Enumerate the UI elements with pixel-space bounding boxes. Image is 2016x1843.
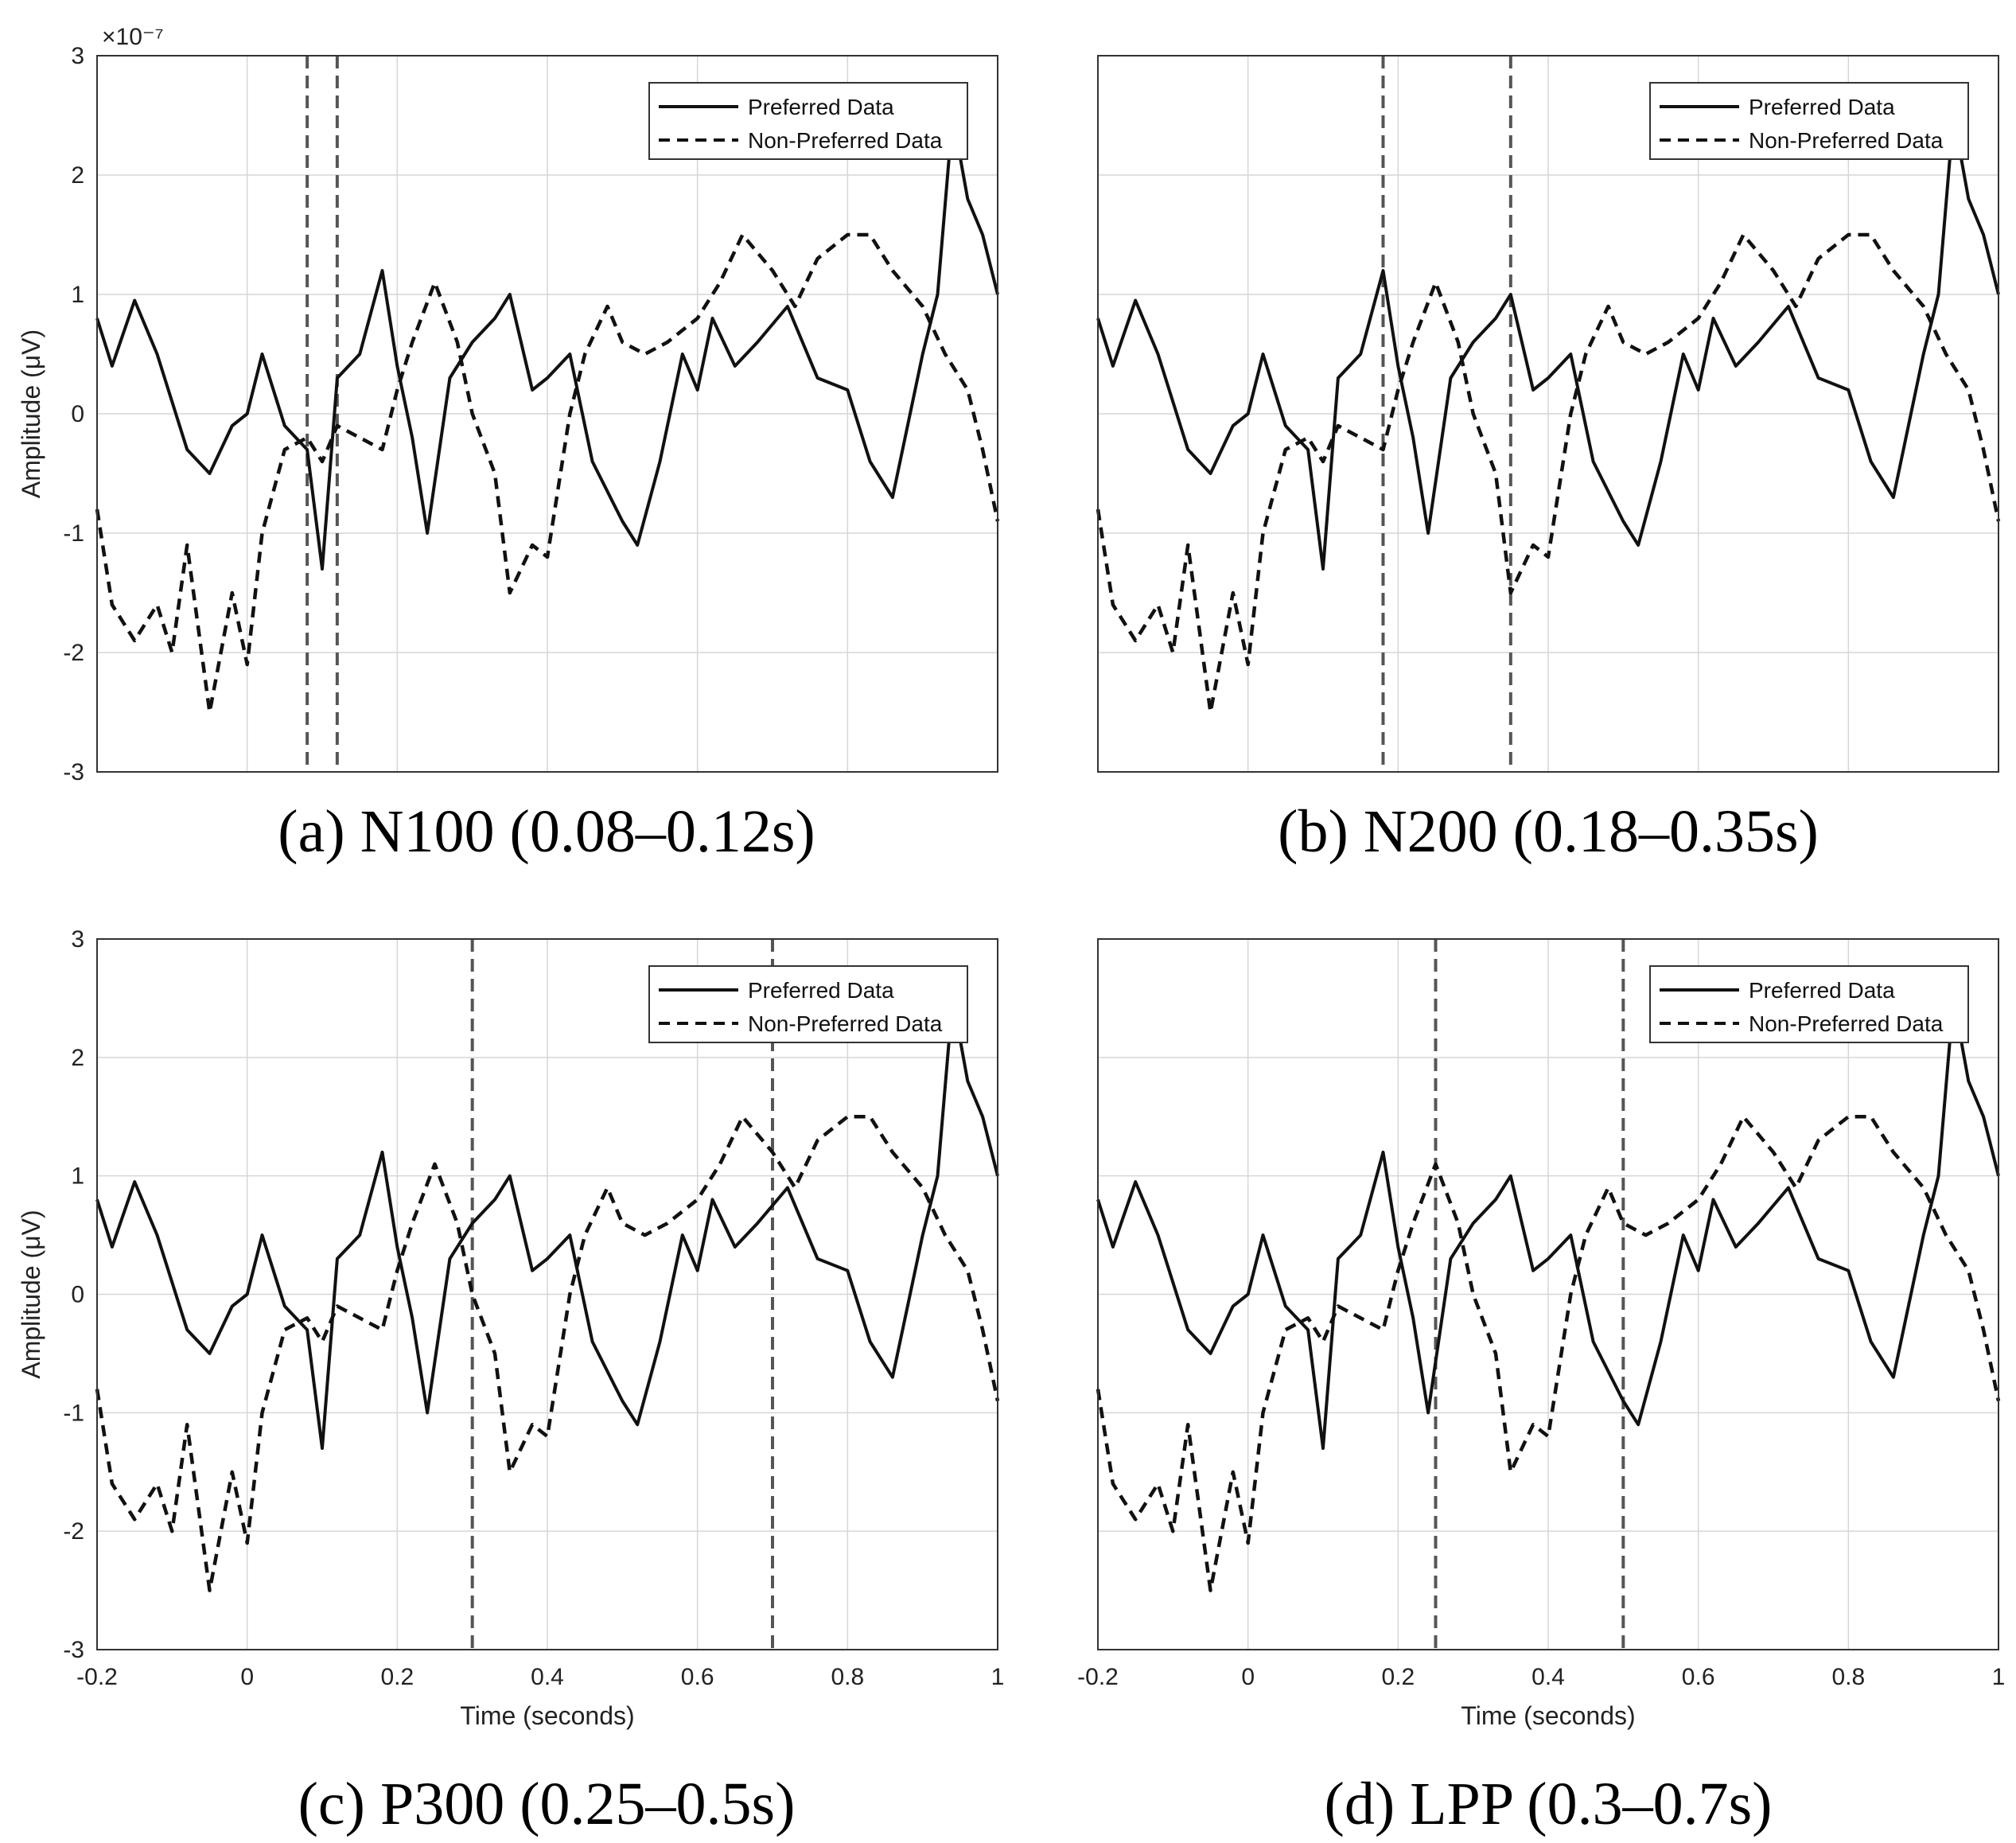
panel-4: -0.2 0 0.2 0.4 0.6 0.8 1 Time (seconds) Preferre…: [1077, 938, 2006, 1730]
legend-box: [1649, 965, 1969, 1043]
legend-entry: Non-Preferred Data: [1749, 128, 1944, 153]
plot-frame: [1097, 938, 1999, 1650]
panel-2: Preferred Data Non-Preferred Data: [1096, 55, 2001, 773]
panel-caption: (a) N100 (0.08–0.12s): [278, 798, 815, 865]
y-tick-label: -2: [63, 640, 84, 666]
y-tick-label: 3: [71, 43, 84, 69]
plot-frame: [1097, 55, 1999, 773]
y-exponent-label: ×10⁻⁷: [102, 24, 164, 50]
y-tick-label: -2: [63, 1518, 84, 1545]
y-axis-label: Amplitude (μV): [17, 329, 45, 498]
panel-caption: (b) N200 (0.18–0.35s): [1278, 798, 1819, 865]
legend-box: [1649, 82, 1969, 160]
panel-3: 3 2 1 0 -1 -2 -3-0.2 0 0.2 0.4 0.6 0.8 1 Amplitude (μ…: [17, 926, 1004, 1730]
legend-box: [648, 965, 968, 1043]
y-tick-label: 2: [71, 1045, 84, 1071]
series-preferred-line: [1096, 996, 2000, 1450]
x-tick-label: 0.2: [1381, 1664, 1415, 1690]
plot-frame: [96, 938, 998, 1650]
y-tick-label: 3: [71, 926, 84, 953]
x-tick-label: 0.2: [380, 1664, 414, 1690]
x-tick-label: -0.2: [1077, 1664, 1119, 1690]
x-tick-label: 0: [240, 1664, 254, 1690]
y-tick-label: 1: [71, 1163, 84, 1190]
legend-entry: Preferred Data: [1749, 95, 1895, 119]
y-axis-label: Amplitude (μV): [17, 1210, 45, 1378]
y-tick-label: 1: [71, 282, 84, 308]
legend: Preferred Data Non-Preferred Data: [648, 82, 968, 160]
y-tick-label: 0: [71, 401, 84, 427]
x-tick-label: 0: [1241, 1664, 1255, 1690]
x-tick-label: -0.2: [76, 1664, 118, 1690]
plot-frame: [96, 55, 998, 773]
legend-entry: Non-Preferred Data: [748, 128, 943, 153]
x-tick-label: 1: [991, 1664, 1005, 1690]
x-tick-label: 1: [1992, 1664, 2006, 1690]
y-tick-label: -3: [63, 1637, 84, 1663]
series-non-preferred-line: [1096, 232, 2001, 715]
legend-entry: Non-Preferred Data: [1749, 1011, 1944, 1036]
legend-box: [648, 82, 968, 160]
legend-entry: Non-Preferred Data: [748, 1011, 943, 1036]
y-tick-label: 2: [71, 162, 84, 189]
x-tick-label: 0.8: [1831, 1664, 1865, 1690]
x-tick-label: 0.4: [1531, 1664, 1565, 1690]
y-tick-label: -3: [63, 759, 84, 785]
series-preferred-line: [1096, 114, 2000, 571]
series-non-preferred-line: [1096, 1115, 2001, 1592]
x-axis-label: Time (seconds): [460, 1701, 634, 1730]
y-tick-label: 0: [71, 1282, 84, 1308]
legend-entry: Preferred Data: [748, 978, 894, 1003]
panel-1: 3 2 1 0 -1 -2 -3 ×10⁻⁷ Amplitude (μV) Preferred D…: [17, 24, 1000, 785]
x-tick-label: 0.6: [681, 1664, 714, 1690]
legend-entry: Preferred Data: [748, 95, 894, 119]
legend: Preferred Data Non-Preferred Data: [1649, 82, 1969, 160]
x-tick-label: 0.8: [831, 1664, 864, 1690]
y-tick-label: -1: [63, 520, 84, 547]
series-preferred-line: [95, 996, 999, 1450]
series-non-preferred-line: [95, 232, 1000, 715]
series-preferred-line: [95, 114, 999, 571]
panel-caption: (c) P300 (0.25–0.5s): [298, 1771, 796, 1837]
panel-caption: (d) LPP (0.3–0.7s): [1325, 1771, 1773, 1837]
series-non-preferred-line: [95, 1115, 1000, 1592]
legend-entry: Preferred Data: [1749, 978, 1895, 1003]
y-tick-label: -1: [63, 1400, 84, 1426]
x-tick-label: 0.6: [1682, 1664, 1715, 1690]
legend: Preferred Data Non-Preferred Data: [648, 965, 968, 1043]
x-axis-label: Time (seconds): [1461, 1701, 1635, 1730]
x-tick-label: 0.4: [531, 1664, 564, 1690]
legend: Preferred Data Non-Preferred Data: [1649, 965, 1969, 1043]
